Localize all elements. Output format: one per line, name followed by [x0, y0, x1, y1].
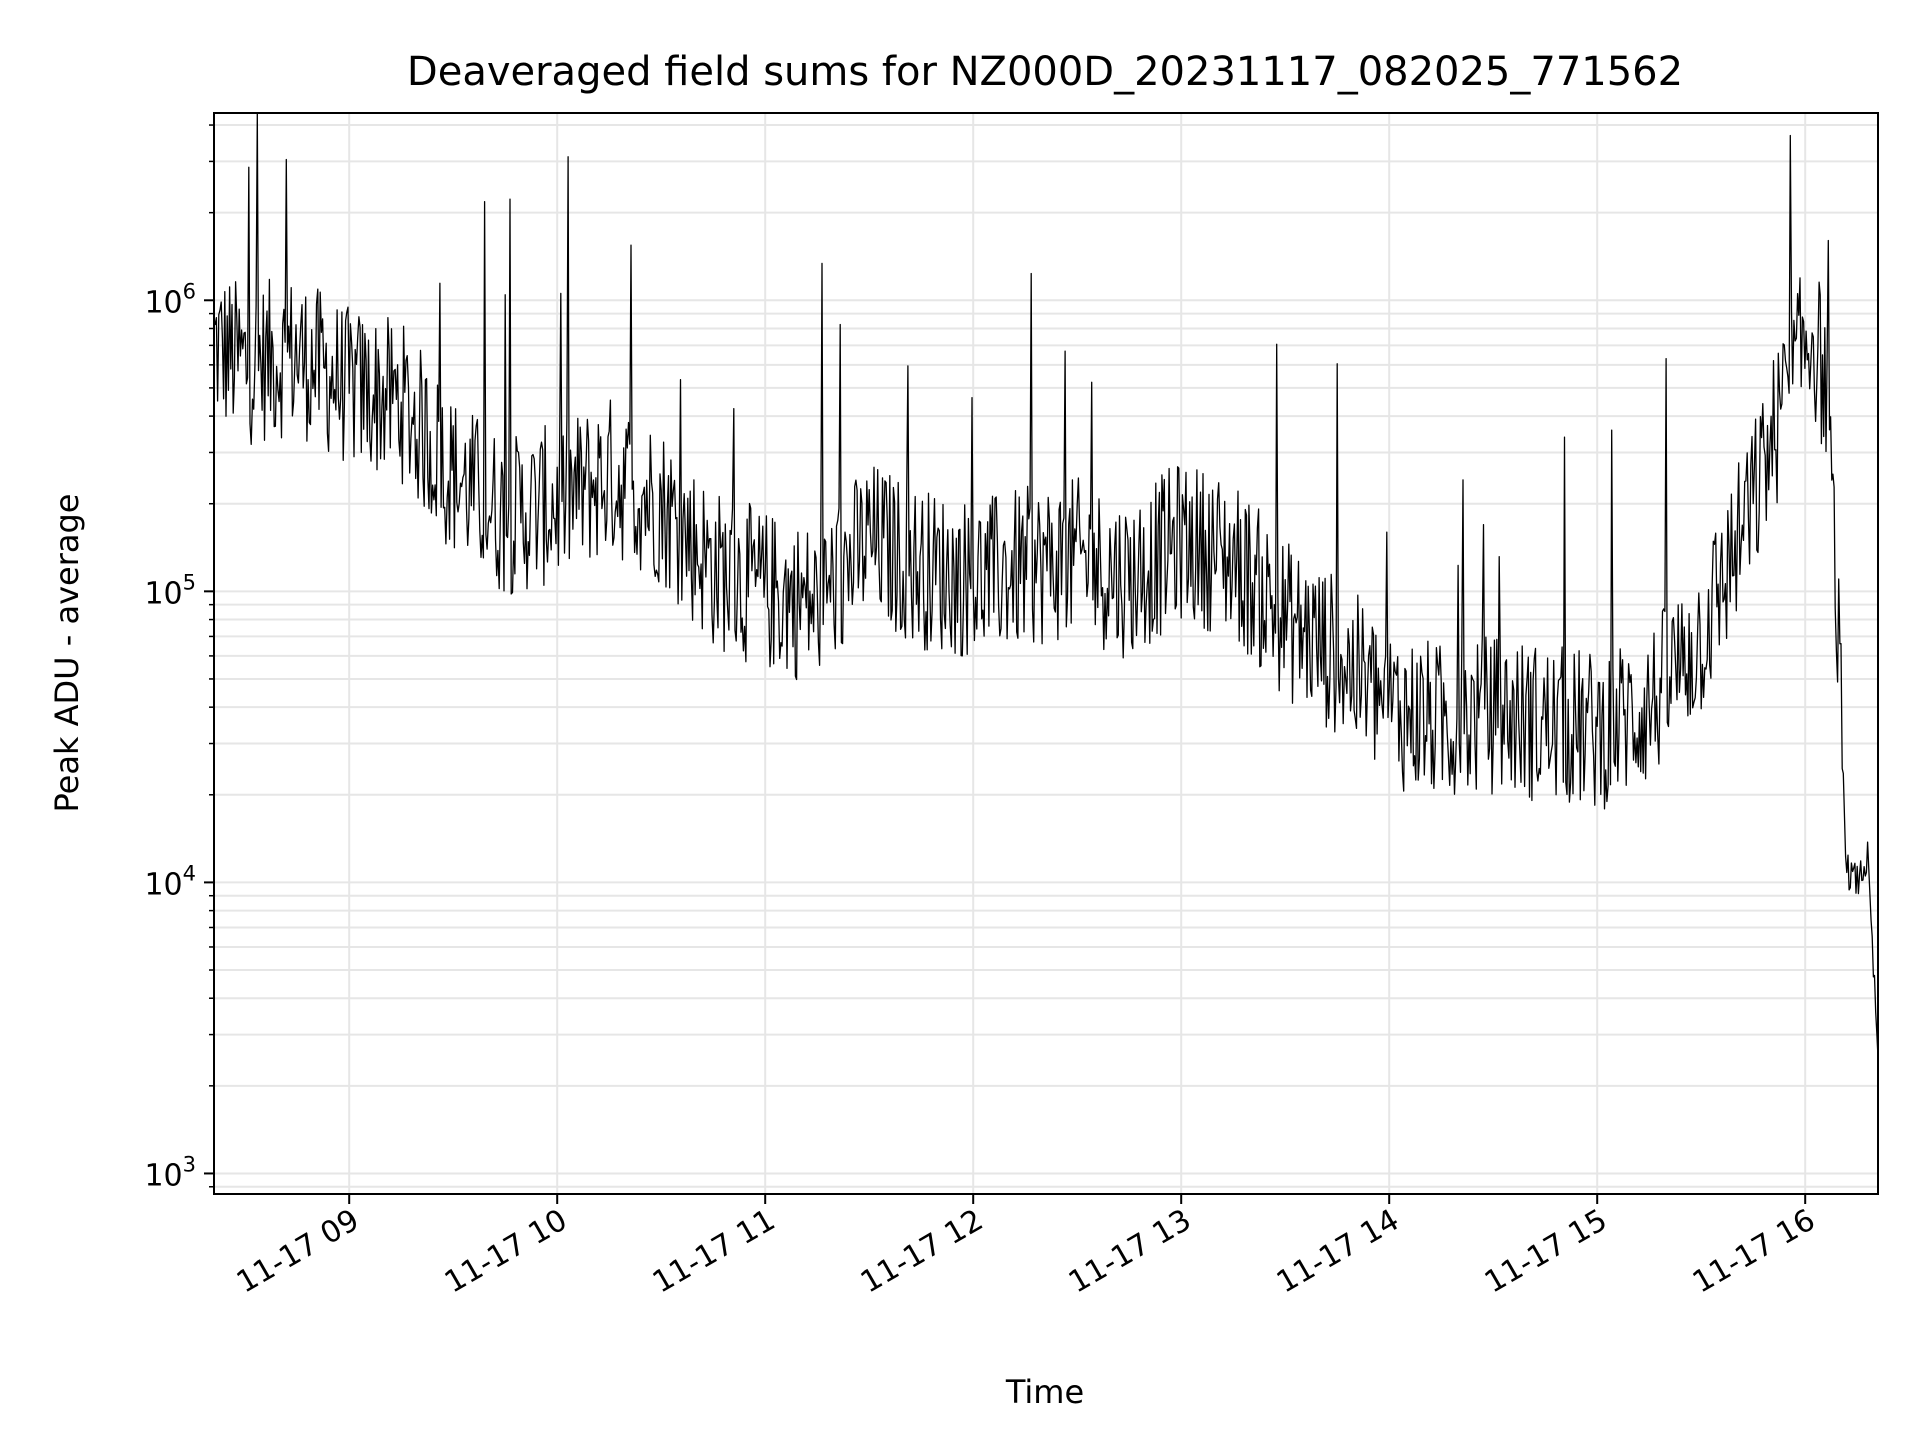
y-axis-label: Peak ADU - average	[48, 494, 86, 813]
x-tick-label: 11-17 12	[855, 1203, 989, 1301]
x-axis: 11-17 09 11-17 10 11-17 11 11-17 12 11-17 13…	[231, 1194, 1821, 1300]
x-tick-label: 11-17 09	[231, 1203, 365, 1301]
x-tick-label: 11-17 14	[1271, 1203, 1405, 1301]
grid	[214, 113, 1878, 1194]
x-tick-label: 11-17 16	[1687, 1203, 1821, 1301]
x-tick-label: 11-17 10	[439, 1203, 573, 1301]
plot-area	[213, 112, 1879, 1058]
x-axis-label: Time	[1005, 1373, 1084, 1411]
x-tick-label: 11-17 13	[1063, 1203, 1197, 1301]
y-axis: 103 104 105 106	[144, 124, 214, 1193]
x-tick-label: 11-17 15	[1479, 1203, 1613, 1301]
x-tick-label: 11-17 11	[647, 1203, 781, 1301]
y-tick-label: 104	[144, 861, 196, 902]
y-tick-label: 103	[144, 1152, 196, 1193]
plot-frame	[213, 112, 1879, 1195]
series-line	[213, 112, 1879, 1058]
chart-title: Deaveraged field sums for NZ000D_2023111…	[407, 49, 1683, 95]
y-tick-label: 106	[144, 279, 196, 320]
y-tick-label: 105	[144, 570, 196, 611]
